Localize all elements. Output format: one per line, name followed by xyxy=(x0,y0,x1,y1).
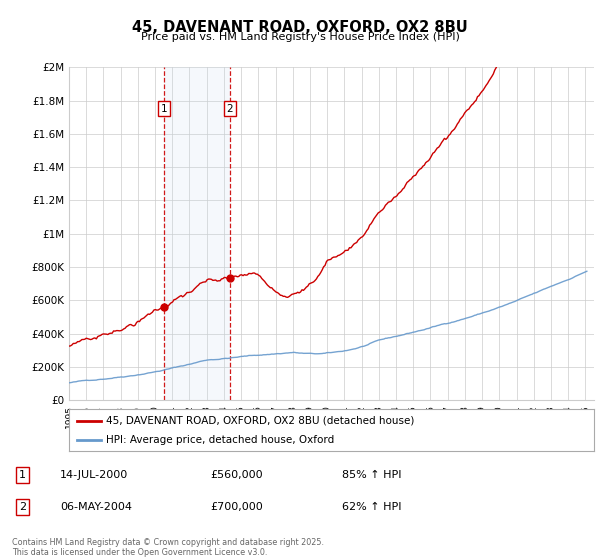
Text: 1: 1 xyxy=(161,104,168,114)
Text: 45, DAVENANT ROAD, OXFORD, OX2 8BU: 45, DAVENANT ROAD, OXFORD, OX2 8BU xyxy=(132,20,468,35)
Text: 85% ↑ HPI: 85% ↑ HPI xyxy=(342,470,401,480)
Bar xyxy=(164,67,230,400)
Text: 2: 2 xyxy=(19,502,26,512)
Text: 2: 2 xyxy=(226,104,233,114)
Text: Contains HM Land Registry data © Crown copyright and database right 2025.
This d: Contains HM Land Registry data © Crown c… xyxy=(12,538,324,557)
Text: 62% ↑ HPI: 62% ↑ HPI xyxy=(342,502,401,512)
Text: Price paid vs. HM Land Registry's House Price Index (HPI): Price paid vs. HM Land Registry's House … xyxy=(140,32,460,43)
Text: HPI: Average price, detached house, Oxford: HPI: Average price, detached house, Oxfo… xyxy=(106,435,334,445)
Text: £560,000: £560,000 xyxy=(210,470,263,480)
Text: £700,000: £700,000 xyxy=(210,502,263,512)
Text: 1: 1 xyxy=(19,470,26,480)
Text: 06-MAY-2004: 06-MAY-2004 xyxy=(60,502,132,512)
Text: 45, DAVENANT ROAD, OXFORD, OX2 8BU (detached house): 45, DAVENANT ROAD, OXFORD, OX2 8BU (deta… xyxy=(106,416,414,426)
Text: 14-JUL-2000: 14-JUL-2000 xyxy=(60,470,128,480)
